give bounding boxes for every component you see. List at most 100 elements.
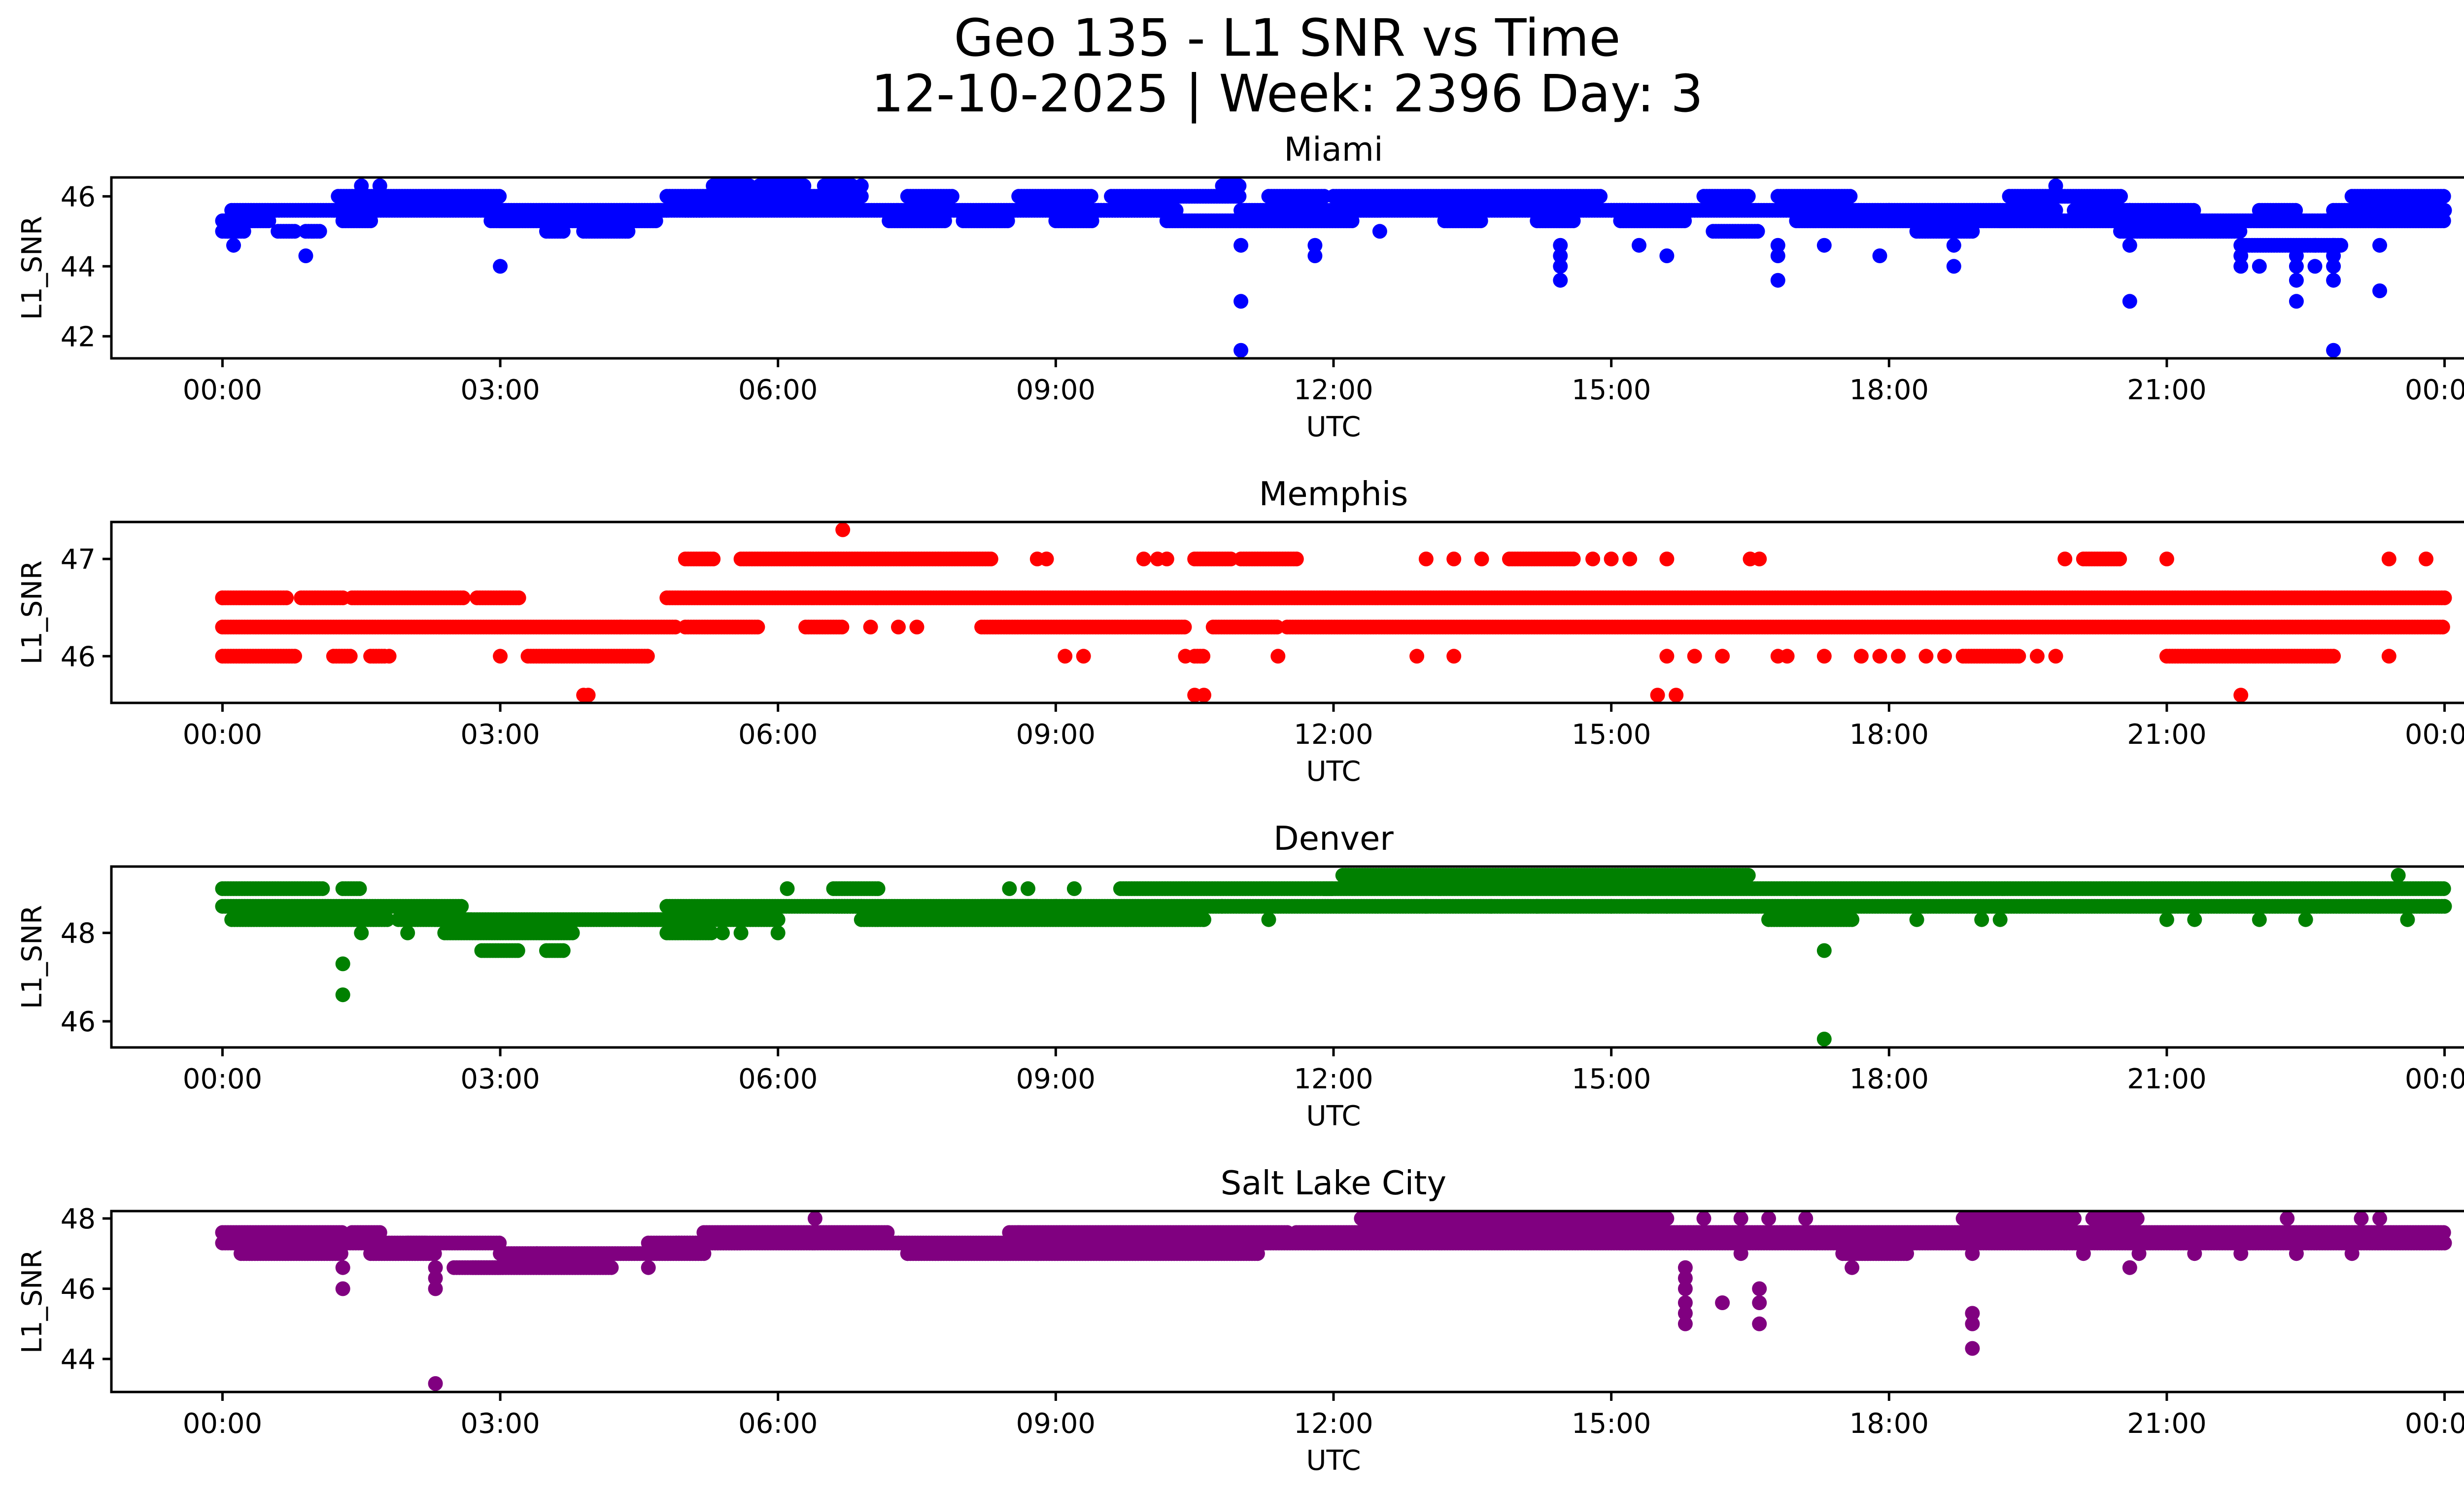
- x-tick-label: 00:00: [2405, 719, 2464, 751]
- y-tick-label: 42: [61, 321, 96, 353]
- data-point: [1446, 649, 1462, 664]
- data-point: [287, 649, 302, 664]
- data-point: [493, 259, 508, 274]
- data-point: [1632, 238, 1646, 253]
- y-tick-label: 46: [61, 181, 96, 213]
- data-point: [2372, 283, 2387, 298]
- data-point: [2233, 688, 2249, 703]
- data-point: [2029, 649, 2045, 664]
- data-point: [2307, 238, 2323, 253]
- data-point: [455, 590, 471, 605]
- data-point: [1553, 259, 1568, 274]
- data-point: [1659, 649, 1675, 664]
- data-point: [2326, 343, 2341, 358]
- data-point: [2437, 590, 2452, 605]
- data-point: [704, 925, 719, 940]
- data-point: [2435, 620, 2450, 635]
- data-point: [796, 178, 812, 193]
- data-point: [1418, 552, 1434, 566]
- data-point: [1233, 238, 1249, 253]
- x-tick-label: 21:00: [2127, 374, 2206, 406]
- data-point: [1650, 688, 1665, 703]
- data-point: [1770, 238, 1785, 253]
- data-point: [2011, 649, 2026, 664]
- data-point: [1136, 552, 1151, 566]
- data-point: [1270, 649, 1286, 664]
- data-point: [620, 224, 636, 239]
- data-point: [2057, 552, 2073, 566]
- data-point: [279, 590, 294, 605]
- data-point: [1233, 294, 1249, 309]
- subplot-title: Denver: [1273, 819, 1394, 858]
- x-axis-label: UTC: [1306, 411, 1361, 443]
- data-point: [1770, 273, 1785, 288]
- x-tick-label: 12:00: [1294, 374, 1373, 406]
- data-point: [742, 178, 757, 193]
- data-point: [1446, 552, 1462, 566]
- data-point: [668, 620, 683, 635]
- data-point: [1223, 552, 1238, 566]
- x-tick-label: 00:00: [183, 374, 262, 406]
- data-point: [492, 189, 507, 204]
- x-tick-label: 00:00: [183, 719, 262, 751]
- data-point: [1687, 649, 1702, 664]
- data-point: [1000, 213, 1015, 228]
- data-point: [944, 189, 959, 204]
- data-point: [1659, 248, 1675, 263]
- data-point: [2326, 248, 2341, 263]
- data-point: [1780, 649, 1795, 664]
- data-point: [1715, 649, 1730, 664]
- x-tick-label: 06:00: [738, 374, 818, 406]
- data-point: [2381, 552, 2396, 566]
- data-point: [2326, 273, 2341, 288]
- data-point: [640, 649, 655, 664]
- data-point: [1083, 189, 1098, 204]
- data-point: [1741, 189, 1756, 204]
- data-point: [2186, 203, 2201, 218]
- data-point: [1677, 213, 1692, 228]
- y-tick-label: 46: [61, 641, 96, 673]
- data-point: [379, 912, 395, 927]
- data-point: [1289, 552, 1304, 566]
- x-tick-label: 15:00: [1572, 374, 1651, 406]
- data-point: [834, 620, 850, 635]
- data-point: [1965, 224, 1980, 239]
- data-point: [1604, 552, 1619, 566]
- data-point: [354, 178, 369, 193]
- data-point: [1659, 552, 1675, 566]
- data-point: [2233, 248, 2249, 263]
- data-point: [1473, 213, 1488, 228]
- data-point: [2289, 273, 2304, 288]
- data-point: [2289, 248, 2304, 263]
- data-point: [312, 224, 327, 239]
- data-point: [381, 649, 397, 664]
- data-point: [2122, 294, 2137, 309]
- data-point: [2289, 259, 2304, 274]
- data-point: [1159, 552, 1174, 566]
- data-point: [1566, 213, 1581, 228]
- data-point: [2159, 552, 2174, 566]
- data-point: [2372, 238, 2387, 253]
- y-tick-label: 44: [61, 251, 96, 283]
- data-point: [750, 620, 765, 635]
- figure-title-line1: Geo 135 - L1 SNR vs Time: [954, 8, 1620, 68]
- data-point: [1197, 688, 1211, 703]
- x-axis-label: UTC: [1306, 756, 1361, 788]
- data-point: [1816, 238, 1832, 253]
- data-point: [315, 881, 330, 896]
- data-point: [2326, 259, 2341, 274]
- subplot-title: Miami: [1284, 130, 1383, 169]
- data-point: [706, 552, 721, 566]
- data-point: [1372, 224, 1387, 239]
- data-point: [1622, 552, 1638, 566]
- data-point: [555, 943, 571, 958]
- data-point: [1553, 248, 1568, 263]
- data-point: [1669, 688, 1684, 703]
- data-point: [555, 224, 571, 239]
- data-point: [891, 620, 906, 635]
- data-point: [2326, 649, 2341, 664]
- data-point: [1196, 649, 1211, 664]
